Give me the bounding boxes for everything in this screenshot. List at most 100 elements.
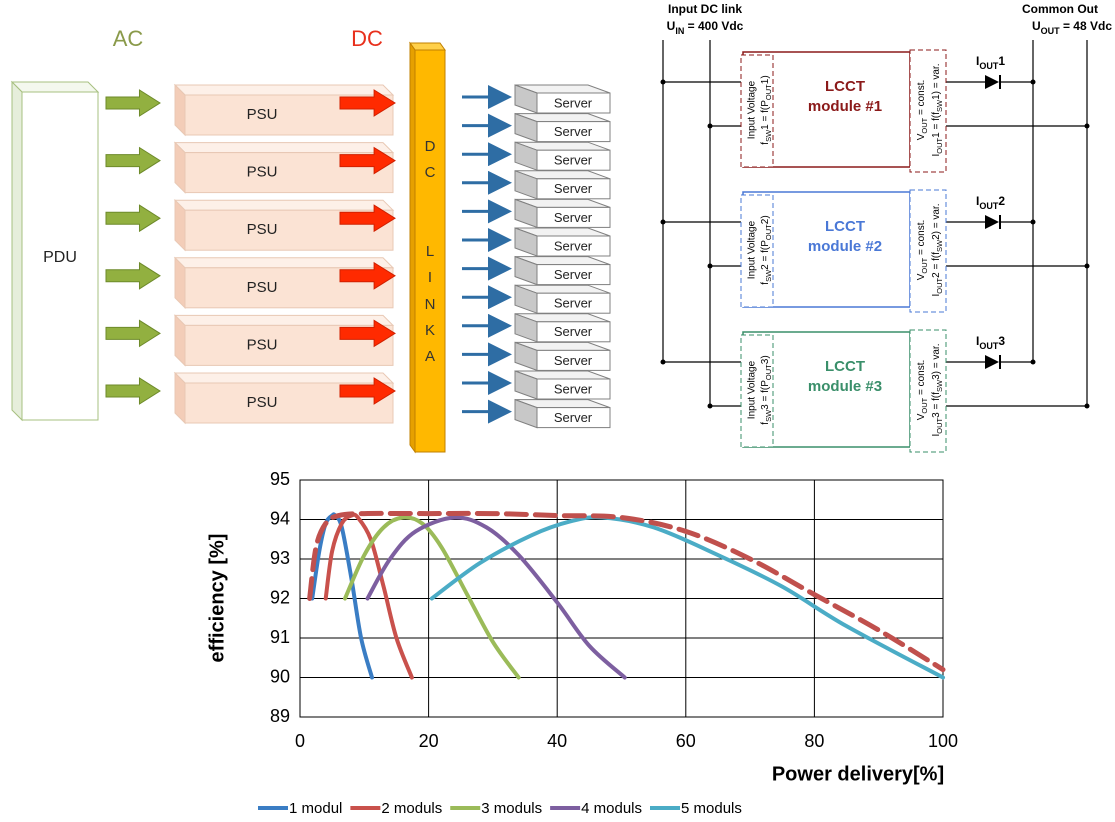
input-voltage-part: IN: [675, 26, 684, 36]
input-control: fSW2 = f(POUT2): [760, 215, 774, 284]
input-control-part: f: [760, 422, 771, 425]
module-name: LCCT: [825, 218, 865, 235]
server-label: Server: [554, 324, 593, 339]
dc-link-letter: N: [425, 296, 436, 313]
server-box: [536, 264, 611, 286]
legend-label: 5 moduls: [681, 800, 742, 817]
output-control: IOUT1 = f(fSW1) = var.: [931, 64, 945, 157]
output-control-part: SW: [935, 379, 944, 392]
module-name: LCCT: [825, 358, 865, 375]
output-control-part: OUT: [935, 277, 944, 293]
output-current: IOUT3: [976, 334, 1005, 351]
diode: [985, 215, 999, 229]
input-control-part: SW: [764, 409, 773, 422]
output-current-part: I: [976, 54, 979, 68]
pdu-side: [11, 80, 23, 422]
output-control-part: 1) = var.: [931, 64, 942, 100]
x-tick-label: 80: [804, 731, 824, 751]
input-control-part: 2 = f(P: [760, 240, 771, 270]
output-current-part: I: [976, 194, 979, 208]
module-name: LCCT: [825, 78, 865, 95]
legend-label: 1 modul: [289, 800, 342, 817]
output-control: IOUT3 = f(fSW3) = var.: [931, 344, 945, 437]
junction: [707, 263, 713, 269]
output-label-part: V: [916, 133, 927, 140]
server-label: Server: [554, 124, 593, 139]
dc-link-letter: I: [428, 269, 432, 286]
input-control-part: f: [760, 282, 771, 285]
output-control-part: I: [931, 294, 942, 297]
output-label-part: OUT: [920, 257, 929, 273]
psu-label: PSU: [247, 394, 278, 411]
x-tick-label: 60: [676, 731, 696, 751]
legend-label: 3 moduls: [481, 800, 542, 817]
server-label: Server: [554, 410, 593, 425]
output-box: [909, 49, 947, 173]
server-label: Server: [554, 95, 593, 110]
input-title: Input DC link: [668, 2, 742, 16]
server-label: Server: [554, 267, 593, 282]
output-control-part: I: [931, 434, 942, 437]
y-tick-label: 92: [270, 587, 290, 607]
output-label-part: V: [916, 273, 927, 280]
output-control-part: I: [931, 154, 942, 157]
output-current-part: 3: [998, 334, 1005, 348]
server-label: Server: [554, 181, 593, 196]
dc-link-letter: L: [426, 243, 434, 260]
input-voltage-part: = 400 Vdc: [684, 19, 743, 33]
server-label: Server: [554, 238, 593, 253]
server-box: [536, 121, 611, 143]
input-voltage: UIN = 400 Vdc: [667, 19, 744, 36]
diode: [985, 355, 999, 369]
output-current: IOUT1: [976, 54, 1005, 71]
psu-top: [173, 142, 395, 154]
server-box: [536, 407, 611, 429]
ac-label: AC: [113, 26, 144, 51]
output-box: [909, 189, 947, 313]
module-number: module #2: [808, 238, 882, 255]
output-label-part: = const.: [916, 220, 927, 258]
input-box: [740, 194, 774, 308]
y-tick-label: 93: [270, 548, 290, 568]
y-tick-label: 90: [270, 666, 290, 686]
output-voltage-part: U: [1032, 19, 1041, 33]
input-control-part: 2): [760, 215, 771, 224]
server-box: [536, 92, 611, 114]
pdu-label: PDU: [43, 249, 77, 266]
output-label-part: OUT: [920, 397, 929, 413]
series-line: [429, 515, 945, 680]
output-voltage: UOUT = 48 Vdc: [1032, 19, 1112, 36]
output-control-part: 2) = var.: [931, 204, 942, 240]
dc-link-letter: K: [425, 322, 435, 339]
output-current-part: 1: [998, 54, 1005, 68]
ac-arrow: [105, 146, 161, 175]
dc-link-side: [409, 41, 416, 454]
dc-link-letter: C: [425, 164, 436, 181]
input-control-part: OUT: [764, 364, 773, 380]
output-label-part: = const.: [916, 80, 927, 118]
y-tick-label: 91: [270, 627, 290, 647]
output-control-part: SW: [935, 99, 944, 112]
input-control-part: 1): [760, 75, 771, 84]
psu-label: PSU: [247, 279, 278, 296]
psu-top: [173, 314, 395, 326]
output-box: [909, 329, 947, 453]
psu-top: [173, 372, 395, 384]
x-tick-label: 40: [547, 731, 567, 751]
x-tick-label: 20: [419, 731, 439, 751]
y-tick-label: 95: [270, 469, 290, 489]
server-box: [536, 149, 611, 171]
y-tick-label: 89: [270, 706, 290, 726]
dc-arrow: [339, 261, 396, 290]
server-label: Server: [554, 153, 593, 168]
output-control-part: 1 = f(f: [931, 112, 942, 138]
series-line: [365, 515, 627, 680]
module-number: module #3: [808, 378, 882, 395]
series-line: [307, 510, 946, 673]
dc-link-top: [409, 42, 446, 51]
junction: [1084, 263, 1090, 269]
input-control: fSW3 = f(POUT3): [760, 355, 774, 424]
legend-label: 4 moduls: [581, 800, 642, 817]
output-current: IOUT2: [976, 194, 1005, 211]
